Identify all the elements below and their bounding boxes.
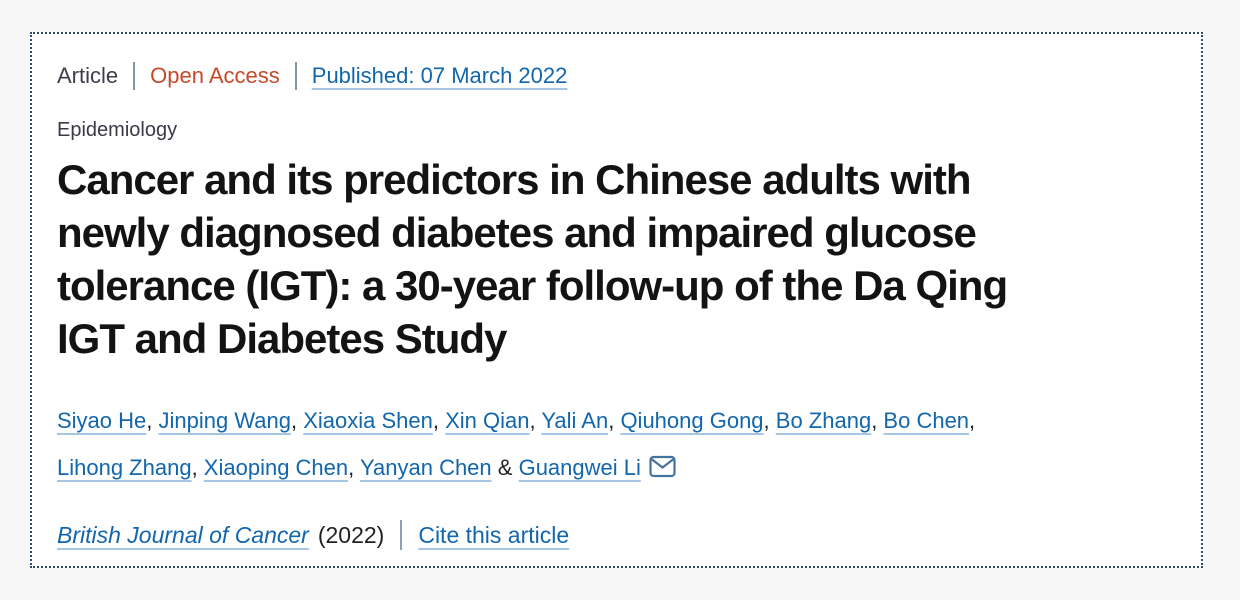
title-line: newly diagnosed diabetes and impaired gl…: [57, 209, 977, 256]
author-separator: ,: [871, 408, 884, 433]
author-separator: ,: [348, 455, 360, 480]
title-line: tolerance (IGT): a 30-year follow-up of …: [57, 262, 1008, 309]
published-date-link[interactable]: Published: 07 March 2022: [311, 63, 568, 88]
author-separator: ,: [146, 408, 159, 433]
open-access-label: Open Access: [150, 63, 280, 88]
authors-list: Siyao He, Jinping Wang, Xiaoxia Shen, Xi…: [57, 397, 1176, 491]
journal-link[interactable]: British Journal of Cancer: [57, 521, 309, 548]
title-line: Cancer and its predictors in Chinese adu…: [57, 156, 972, 203]
author-link[interactable]: Siyao He: [57, 408, 147, 433]
footer-row: British Journal of Cancer (2022) Cite th…: [57, 520, 1176, 550]
author-link[interactable]: Xiaoxia Shen: [303, 408, 433, 433]
author-link[interactable]: Yali An: [541, 408, 609, 433]
author-link[interactable]: Bo Zhang: [775, 408, 872, 433]
ampersand: &: [491, 455, 519, 480]
author-link[interactable]: Jinping Wang: [158, 408, 291, 433]
article-title: Cancer and its predictors in Chinese adu…: [57, 153, 1176, 365]
author-separator: ,: [432, 408, 446, 433]
author-link[interactable]: Bo Chen: [883, 408, 970, 433]
author-link[interactable]: Xin Qian: [445, 408, 530, 433]
cite-article-link[interactable]: Cite this article: [418, 521, 570, 548]
article-type-label: Article: [57, 63, 119, 88]
author-separator: ,: [969, 408, 976, 433]
article-header-card: Article Open Access Published: 07 March …: [30, 32, 1203, 568]
journal-year: (2022): [317, 521, 385, 548]
author-separator: ,: [763, 408, 776, 433]
author-link[interactable]: Guangwei Li: [518, 455, 641, 480]
envelope-icon[interactable]: [649, 455, 676, 478]
author-link[interactable]: Yanyan Chen: [359, 455, 492, 480]
author-separator: ,: [191, 455, 204, 480]
category-label: Epidemiology: [57, 119, 178, 141]
author-separator: ,: [529, 408, 542, 433]
author-separator: ,: [291, 408, 304, 433]
title-line: IGT and Diabetes Study: [57, 315, 507, 362]
author-link[interactable]: Xiaoping Chen: [203, 455, 349, 480]
meta-separator: [133, 62, 136, 90]
author-link[interactable]: Lihong Zhang: [57, 455, 192, 480]
meta-row: Article Open Access Published: 07 March …: [57, 62, 1176, 90]
footer-separator: [400, 520, 403, 550]
author-separator: ,: [608, 408, 621, 433]
author-link[interactable]: Qiuhong Gong: [620, 408, 764, 433]
meta-separator: [294, 62, 297, 90]
